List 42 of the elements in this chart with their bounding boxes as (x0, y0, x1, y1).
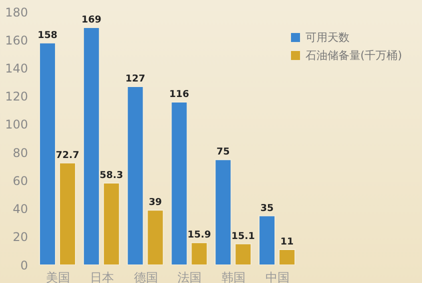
data-label: 158 (38, 30, 58, 41)
text: 可用天数 (305, 30, 350, 45)
x-tick-label: 德国 (134, 270, 158, 283)
y-tick-label: 100 (5, 118, 28, 132)
y-tick-label: 140 (5, 61, 28, 76)
bar (170, 101, 188, 265)
y-tick-label: 0 (20, 258, 28, 272)
bar (146, 210, 164, 265)
data-label: 15.9 (187, 230, 211, 241)
data-label: 11 (280, 236, 294, 248)
data-label: 127 (125, 73, 146, 84)
x-tick-label: 美国 (46, 270, 70, 283)
data-label: 39 (148, 197, 162, 208)
bar (102, 182, 120, 265)
y-tick-label: 40 (12, 202, 28, 216)
y-tick-label: 20 (12, 230, 28, 244)
bar (39, 42, 56, 265)
bar (126, 86, 144, 265)
legend-label: 石油储备量(千万桶) (305, 48, 402, 63)
bar (214, 159, 232, 265)
x-tick-label: 中国 (265, 270, 290, 283)
y-tick-label: 80 (12, 146, 28, 160)
y-tick-label: 120 (5, 90, 28, 104)
data-label: 15.1 (231, 230, 255, 242)
data-label: 116 (169, 88, 190, 100)
y-tick-label: 180 (5, 5, 28, 20)
bar (82, 26, 100, 265)
data-label: 72.7 (56, 150, 80, 161)
x-tick-label: 韩国 (222, 270, 246, 283)
y-tick-label: 160 (5, 33, 28, 48)
data-label: 58.3 (100, 170, 124, 182)
x-tick-label: 日本 (90, 270, 114, 283)
data-label: 35 (260, 202, 274, 214)
y-tick-label: 60 (12, 174, 28, 188)
data-label: 75 (216, 146, 230, 158)
x-tick-label: 法国 (178, 270, 202, 283)
bar (234, 243, 252, 265)
bar (258, 215, 276, 265)
data-label: 169 (81, 14, 102, 26)
bar (190, 242, 208, 265)
bar (278, 249, 296, 265)
bar (59, 162, 76, 265)
